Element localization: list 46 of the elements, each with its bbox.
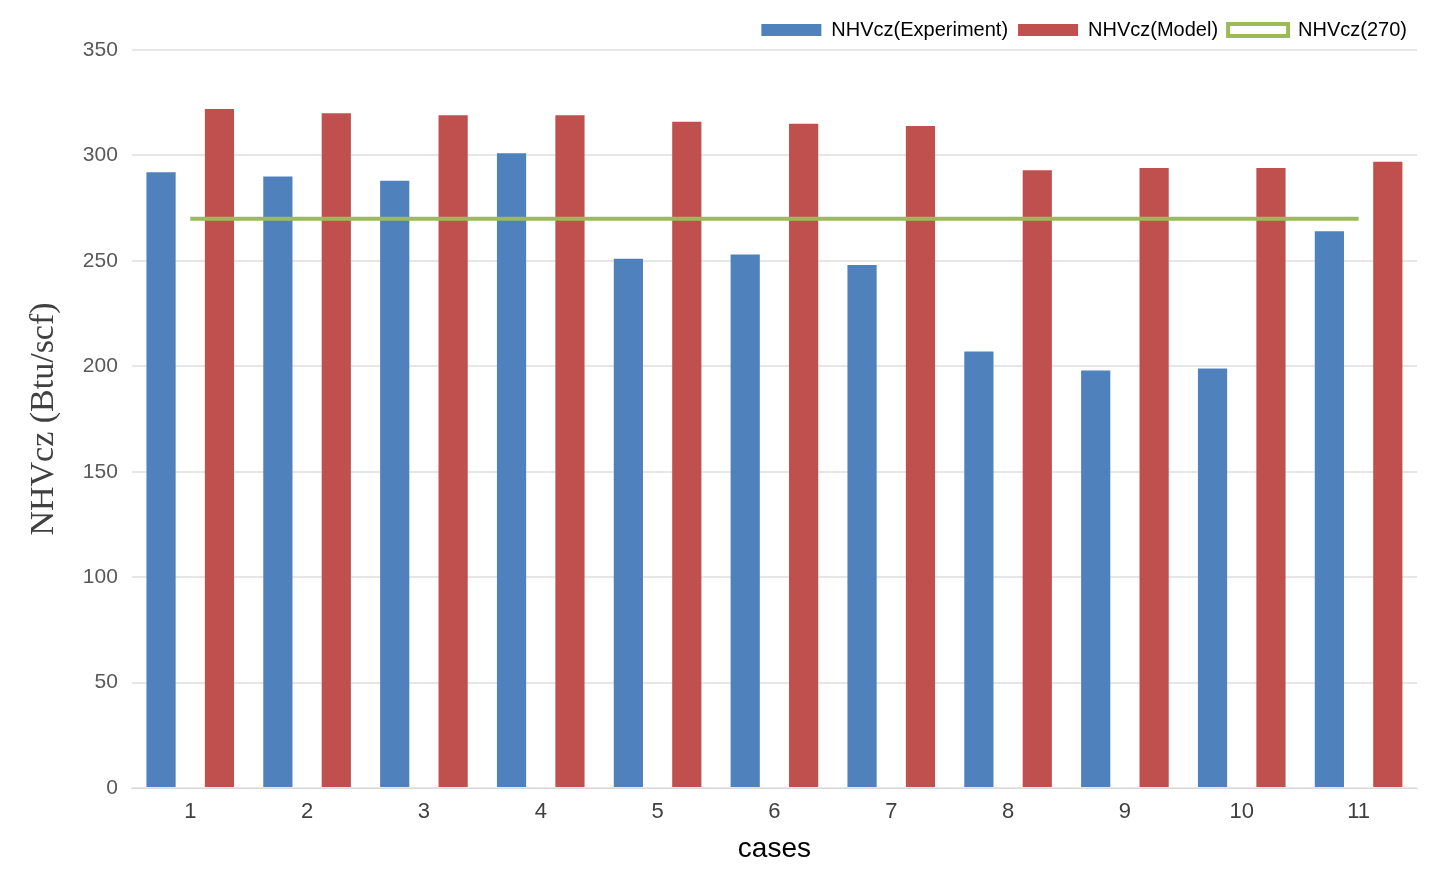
x-tick-label: 3 — [417, 798, 431, 824]
bar — [1256, 168, 1286, 787]
bar — [204, 109, 235, 787]
legend-label: NHVcz(Model) — [1088, 17, 1219, 40]
bar — [789, 123, 819, 787]
bar — [730, 254, 760, 787]
y-tick-label: 0 — [106, 774, 118, 798]
bar — [438, 115, 468, 787]
x-axis-title: cases — [737, 831, 811, 863]
x-tick-label: 4 — [534, 798, 547, 824]
bar — [321, 113, 351, 787]
x-tick-label: 9 — [1118, 798, 1132, 824]
bar — [964, 351, 994, 787]
bar — [1139, 168, 1169, 787]
x-tick-label: 7 — [885, 798, 898, 824]
y-tick-label: 250 — [82, 247, 118, 271]
y-tick-label: 200 — [82, 353, 118, 377]
bar — [555, 115, 585, 787]
bar — [146, 172, 176, 787]
y-tick-label: 150 — [82, 458, 118, 482]
bar — [380, 180, 410, 787]
y-tick-label: 300 — [82, 142, 118, 166]
legend-label: NHVcz(Experiment) — [831, 17, 1009, 40]
legend-label: NHVcz(270) — [1298, 17, 1408, 40]
y-tick-label: 350 — [82, 36, 118, 60]
x-tick-label: 8 — [1001, 798, 1015, 824]
bar — [905, 125, 936, 787]
y-tick-label: 50 — [94, 669, 118, 693]
y-axis-title: NHVcz (Btu/scf) — [23, 302, 62, 536]
bar — [1022, 170, 1052, 787]
y-tick-label: 100 — [82, 563, 118, 587]
bar — [847, 265, 877, 787]
bar — [672, 121, 702, 787]
x-tick-label: 6 — [768, 798, 781, 824]
x-tick-label: 5 — [651, 798, 664, 824]
x-tick-label: 2 — [300, 798, 314, 824]
x-tick-label: 1 — [184, 798, 197, 824]
bar — [496, 153, 527, 787]
x-tick-label: 10 — [1229, 798, 1254, 824]
bar — [1081, 370, 1111, 787]
bar — [613, 258, 643, 787]
bar — [1314, 231, 1344, 787]
bar — [1197, 368, 1228, 787]
x-tick-label: 11 — [1347, 798, 1371, 824]
bar — [263, 176, 293, 787]
bar — [1373, 161, 1403, 787]
